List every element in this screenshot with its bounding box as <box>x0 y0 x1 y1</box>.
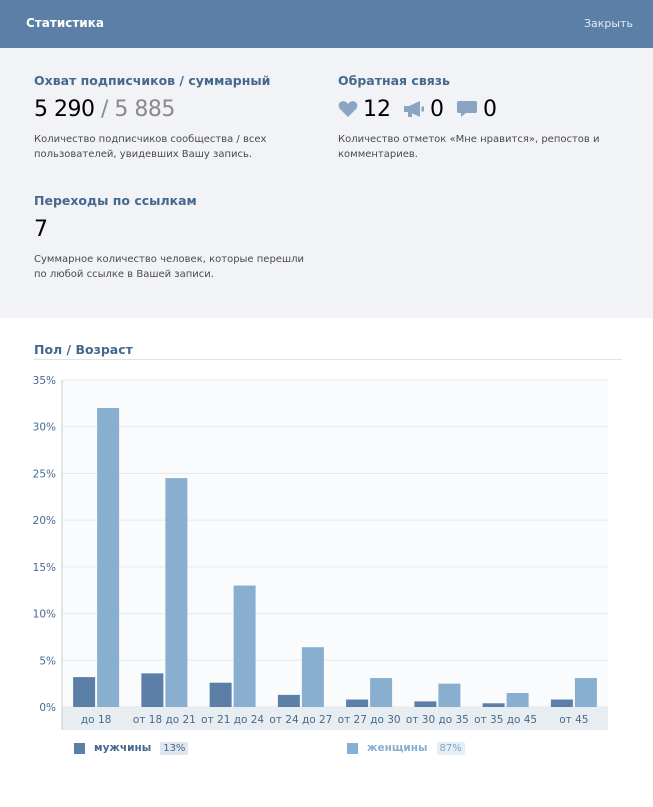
x-tick-label: от 24 до 27 <box>269 714 332 726</box>
gender-age-chart: 0% 5% 10% 15% 20% 25% 30% 35% до 18 от 18 до 21 от… <box>33 375 608 730</box>
bar-women[interactable] <box>97 408 120 707</box>
reach-values: 5 290 / 5 885 <box>34 97 304 122</box>
clicks-block: Переходы по ссылкам 7 Суммарное количест… <box>34 193 314 282</box>
bar-women[interactable] <box>165 478 188 707</box>
y-tick-label: 10% <box>33 609 56 621</box>
reach-block: Охват подписчиков / суммарный 5 290 / 5 … <box>34 73 304 162</box>
y-tick-label: 35% <box>33 375 56 387</box>
feedback-block: Обратная связь 12 0 0 <box>338 73 618 162</box>
megaphone-icon <box>404 101 424 117</box>
reach-separator: / <box>100 97 108 122</box>
clicks-title: Переходы по ссылкам <box>34 193 197 208</box>
clicks-value: 7 <box>34 217 48 242</box>
x-tick-label: от 30 до 35 <box>406 714 469 726</box>
bar-men[interactable] <box>73 677 96 707</box>
y-tick-label: 0% <box>39 702 56 714</box>
heart-icon <box>338 101 358 117</box>
window-title: Статистика <box>26 16 104 30</box>
bar-men[interactable] <box>346 699 369 707</box>
reach-subscribers: 5 290 <box>34 97 95 122</box>
reach-description: Количество подписчиков сообщества / всех… <box>34 132 304 162</box>
x-tick-label: от 18 до 21 <box>133 714 196 726</box>
bar-women[interactable] <box>301 647 324 707</box>
bar-women[interactable] <box>370 678 393 707</box>
reposts-count: 0 <box>430 96 444 122</box>
bar-men[interactable] <box>141 673 164 707</box>
bar-men[interactable] <box>209 682 232 707</box>
y-tick-label: 5% <box>39 655 56 667</box>
reach-description-line: пользователей, увидевших Вашу запись. <box>34 149 253 160</box>
bar-men[interactable] <box>482 703 505 707</box>
legend-label-women: женщины <box>367 742 428 754</box>
comments-count: 0 <box>483 96 497 122</box>
clicks-description: Суммарное количество человек, которые пе… <box>34 252 314 282</box>
comment-icon <box>457 101 477 117</box>
bar-women[interactable] <box>574 678 597 707</box>
reach-total: 5 885 <box>114 97 175 122</box>
comments-counter[interactable]: 0 <box>456 97 497 122</box>
legend-item-men[interactable]: мужчины 13% <box>74 741 189 755</box>
likes-count: 12 <box>363 96 391 122</box>
legend-share-women: 87% <box>436 741 465 755</box>
x-tick-label: до 18 <box>81 714 111 726</box>
x-tick-label: от 35 до 45 <box>474 714 537 726</box>
y-tick-label: 25% <box>33 468 56 480</box>
bar-women[interactable] <box>438 683 461 707</box>
feedback-title: Обратная связь <box>338 73 450 88</box>
bar-women[interactable] <box>233 585 256 707</box>
bar-men[interactable] <box>277 694 300 707</box>
reposts-counter[interactable]: 0 <box>403 97 444 122</box>
x-tick-label: от 27 до 30 <box>338 714 401 726</box>
reach-description-line: Количество подписчиков сообщества / всех <box>34 134 267 145</box>
legend-share-men: 13% <box>160 741 189 755</box>
likes-counter[interactable]: 12 <box>338 97 391 122</box>
bar-women[interactable] <box>506 692 529 707</box>
feedback-description-line: комментариев. <box>338 149 418 160</box>
legend-swatch-men <box>74 742 85 754</box>
y-tick-label: 15% <box>33 562 56 574</box>
x-tick-label: от 45 <box>559 714 588 726</box>
bar-men[interactable] <box>414 701 437 707</box>
header: Статистика Закрыть <box>0 0 653 48</box>
chart-title: Пол / Возраст <box>34 342 133 357</box>
legend-swatch-women <box>347 742 358 754</box>
clicks-description-line: Суммарное количество человек, которые пе… <box>34 254 304 265</box>
legend-label-men: мужчины <box>94 742 152 754</box>
plot-background <box>62 380 608 707</box>
chart-title-divider <box>34 359 622 360</box>
legend-item-women[interactable]: женщины 87% <box>347 741 465 755</box>
x-axis-band <box>62 707 608 730</box>
clicks-description-line: по любой ссылке в Вашей записи. <box>34 269 214 280</box>
y-tick-label: 20% <box>33 515 56 527</box>
y-tick-label: 30% <box>33 422 56 434</box>
x-tick-label: от 21 до 24 <box>201 714 264 726</box>
feedback-description-line: Количество отметок «Мне нравится», репос… <box>338 134 600 145</box>
feedback-description: Количество отметок «Мне нравится», репос… <box>338 132 618 162</box>
summary-panel: Охват подписчиков / суммарный 5 290 / 5 … <box>0 48 653 318</box>
reach-title: Охват подписчиков / суммарный <box>34 73 271 88</box>
feedback-counters: 12 0 0 <box>338 96 618 122</box>
bar-men[interactable] <box>550 699 573 707</box>
close-button[interactable]: Закрыть <box>584 17 633 30</box>
